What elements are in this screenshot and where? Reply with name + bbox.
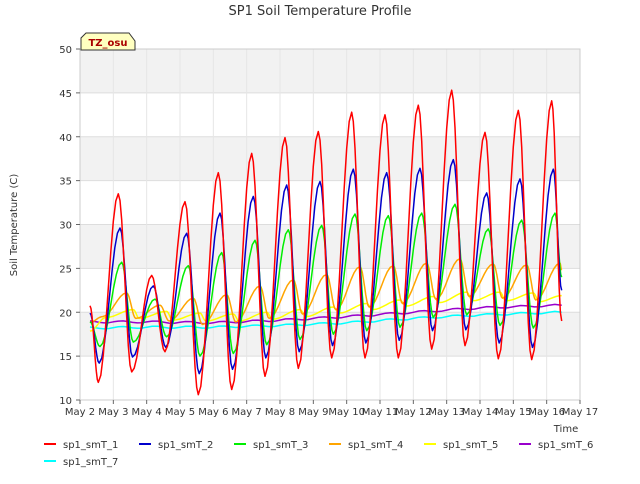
series-lines <box>89 89 563 396</box>
x-tick-label: May 7 <box>232 407 262 418</box>
legend-label: sp1_smT_3 <box>253 440 308 451</box>
y-tick-label: 20 <box>59 308 72 319</box>
x-axis-label: Time <box>553 424 578 435</box>
legend-item-sp1_smT_1: sp1_smT_1 <box>44 440 118 451</box>
x-tick-label: May 3 <box>98 407 128 418</box>
legend-item-sp1_smT_6: sp1_smT_6 <box>519 440 593 451</box>
legend-item-sp1_smT_7: sp1_smT_7 <box>44 457 118 468</box>
y-tick-label: 40 <box>59 133 72 144</box>
x-tick-label: May 5 <box>165 407 195 418</box>
x-tick-label: May 12 <box>395 407 432 418</box>
legend-label: sp1_smT_1 <box>63 440 118 451</box>
legend: sp1_smT_1 sp1_smT_2 sp1_smT_3 sp1_smT_4 sp1_… <box>44 440 593 468</box>
legend-label: sp1_smT_5 <box>443 440 498 451</box>
plot-band <box>80 224 580 269</box>
x-tick-label: May 13 <box>428 407 465 418</box>
plot-band <box>80 49 580 93</box>
series-line-sp1_smT_4 <box>89 257 563 326</box>
legend-label: sp1_smT_7 <box>63 457 118 468</box>
x-tick-label: May 14 <box>462 407 499 418</box>
legend-item-sp1_smT_5: sp1_smT_5 <box>424 440 498 451</box>
legend-label: sp1_smT_4 <box>348 440 403 451</box>
chart-title: SP1 Soil Temperature Profile <box>229 4 412 19</box>
annotation-label: TZ_osu <box>88 38 127 49</box>
legend-item-sp1_smT_3: sp1_smT_3 <box>234 440 308 451</box>
x-tick-label: May 2 <box>65 407 95 418</box>
legend-item-sp1_smT_4: sp1_smT_4 <box>329 440 403 451</box>
legend-item-sp1_smT_2: sp1_smT_2 <box>139 440 213 451</box>
x-tick-label: May 9 <box>298 407 328 418</box>
y-tick-label: 25 <box>59 264 72 275</box>
x-tick-label: May 10 <box>328 407 365 418</box>
series-line-sp1_smT_1 <box>89 89 563 396</box>
legend-label: sp1_smT_2 <box>158 440 213 451</box>
y-axis-label: Soil Temperature (C) <box>9 174 20 277</box>
y-tick-label: 35 <box>59 177 72 188</box>
y-tick-label: 15 <box>59 352 72 363</box>
y-tick-label: 30 <box>59 221 72 232</box>
x-tick-label: May 6 <box>198 407 228 418</box>
annotation-box: TZ_osu <box>80 32 136 51</box>
x-tick-label: May 8 <box>265 407 295 418</box>
y-tick-label: 50 <box>59 45 72 56</box>
legend-label: sp1_smT_6 <box>538 440 593 451</box>
y-tick-label: 10 <box>59 396 72 407</box>
x-tick-label: May 4 <box>132 407 162 418</box>
x-tick-label: May 16 <box>528 407 565 418</box>
x-tick-label: May 17 <box>562 407 599 418</box>
series-line-sp1_smT_7 <box>89 310 562 330</box>
plot-band <box>80 136 580 181</box>
x-tick-label: May 11 <box>362 407 399 418</box>
y-tick-label: 45 <box>59 89 72 100</box>
series-line-sp1_smT_6 <box>89 303 562 325</box>
x-tick-label: May 15 <box>495 407 532 418</box>
